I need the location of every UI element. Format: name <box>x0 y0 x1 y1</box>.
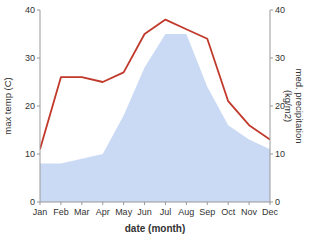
precipitation-area <box>40 34 270 202</box>
y-tick <box>37 58 40 59</box>
x-tick-label: Jun <box>137 207 152 217</box>
x-tick-label: Feb <box>53 207 69 217</box>
x-tick <box>144 202 145 205</box>
chart: 010203040010203040JanFebMarAprMayJunJulA… <box>0 0 318 247</box>
y2-tick <box>270 106 273 107</box>
y-axis-label: max temp (C) <box>2 77 13 135</box>
y-tick <box>37 106 40 107</box>
x-tick <box>60 202 61 205</box>
y-tick-label: 20 <box>25 101 35 111</box>
x-tick-label: Aug <box>178 207 194 217</box>
x-tick <box>165 202 166 205</box>
y2-tick <box>270 58 273 59</box>
x-axis-line <box>40 202 270 203</box>
x-tick <box>249 202 250 205</box>
x-tick <box>228 202 229 205</box>
y2-tick-label: 10 <box>275 149 285 159</box>
y-tick-label: 10 <box>25 149 35 159</box>
x-tick <box>40 202 41 205</box>
x-tick <box>186 202 187 205</box>
y-tick <box>37 10 40 11</box>
x-tick <box>270 202 271 205</box>
y-tick-label: 40 <box>25 5 35 15</box>
x-tick-label: Dec <box>262 207 279 217</box>
x-tick-label: Jul <box>160 207 172 217</box>
y2-tick <box>270 10 273 11</box>
x-tick <box>123 202 124 205</box>
y2-tick-label: 0 <box>275 197 280 207</box>
x-tick-label: Apr <box>96 207 110 217</box>
x-tick <box>207 202 208 205</box>
x-tick-label: Sep <box>199 207 215 217</box>
x-tick-label: Jan <box>33 207 48 217</box>
temperature-line <box>40 20 270 150</box>
x-tick-label: Mar <box>74 207 90 217</box>
x-tick <box>81 202 82 205</box>
x-tick <box>102 202 103 205</box>
x-axis-label: date (month) <box>125 223 186 234</box>
x-tick-label: Oct <box>221 207 236 217</box>
y2-tick <box>270 154 273 155</box>
y2-axis-label: med. precipitation(kg/m2) <box>283 69 305 144</box>
y2-tick-label: 30 <box>275 53 285 63</box>
x-tick-label: Nov <box>241 207 258 217</box>
y2-tick-label: 40 <box>275 5 285 15</box>
y-tick-label: 30 <box>25 53 35 63</box>
x-tick-label: May <box>115 207 133 217</box>
y-tick-label: 0 <box>30 197 35 207</box>
plot-area <box>40 20 270 202</box>
y-tick <box>37 154 40 155</box>
